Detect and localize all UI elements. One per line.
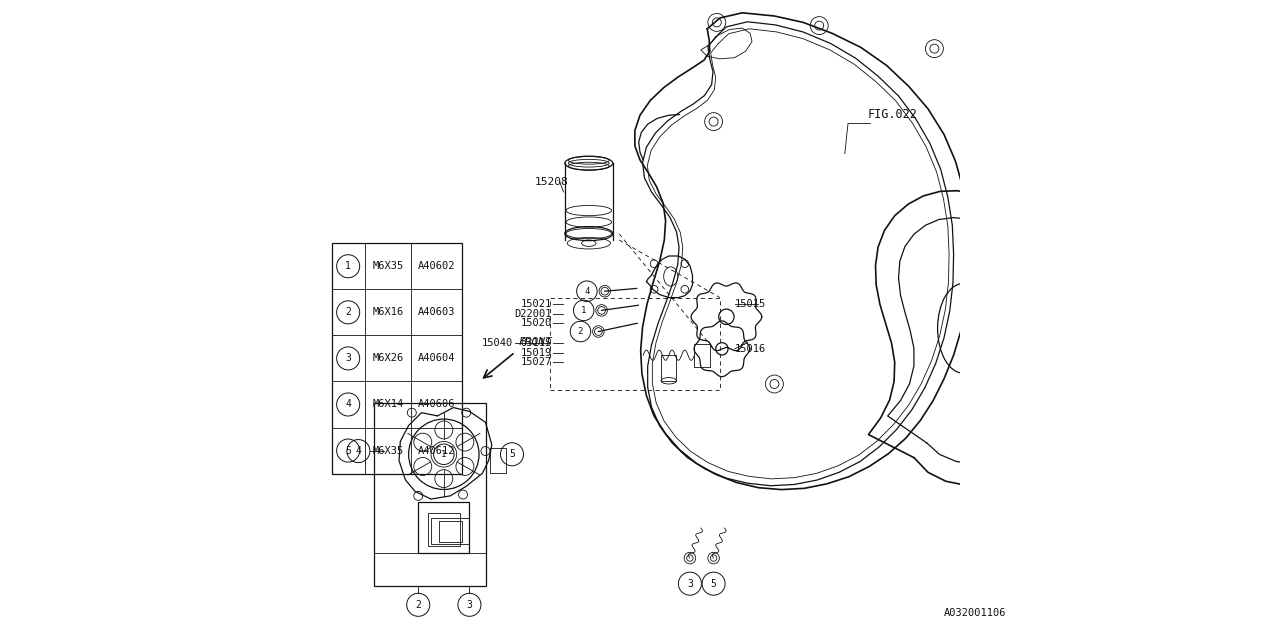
- Text: M6X14: M6X14: [372, 399, 403, 410]
- Bar: [490, 448, 506, 474]
- Text: 15016: 15016: [735, 344, 765, 354]
- Text: 3: 3: [687, 579, 692, 589]
- Bar: [431, 518, 470, 544]
- Bar: [332, 243, 462, 474]
- Text: M6X35: M6X35: [372, 261, 403, 271]
- Text: 5: 5: [346, 445, 351, 456]
- Text: 4: 4: [584, 287, 590, 296]
- Text: 15021: 15021: [521, 299, 552, 309]
- Bar: [695, 344, 710, 367]
- Text: M6X26: M6X26: [372, 353, 403, 364]
- Text: 3: 3: [466, 600, 472, 610]
- Text: FIG.022: FIG.022: [868, 108, 916, 122]
- Text: 15019: 15019: [521, 348, 552, 358]
- Text: 15040: 15040: [483, 338, 513, 348]
- Text: 5: 5: [509, 449, 515, 460]
- Text: 15208: 15208: [535, 177, 568, 188]
- Text: A40602: A40602: [417, 261, 456, 271]
- Text: D22001: D22001: [515, 308, 552, 319]
- Text: 4: 4: [356, 446, 361, 456]
- Text: 2: 2: [346, 307, 351, 317]
- Bar: [439, 522, 462, 542]
- Text: FRONT: FRONT: [518, 337, 552, 347]
- Text: 4: 4: [346, 399, 351, 410]
- Bar: [419, 502, 470, 554]
- Text: A032001106: A032001106: [945, 608, 1006, 618]
- Text: 2: 2: [415, 600, 421, 610]
- Bar: [374, 403, 486, 586]
- Bar: [662, 355, 677, 381]
- Bar: [428, 513, 460, 546]
- Text: 3: 3: [346, 353, 351, 364]
- Text: M6X35: M6X35: [372, 445, 403, 456]
- Text: A40603: A40603: [417, 307, 456, 317]
- Text: 0311S: 0311S: [521, 338, 552, 348]
- Text: 1: 1: [346, 261, 351, 271]
- Text: 1: 1: [442, 450, 447, 459]
- Text: 5: 5: [710, 579, 717, 589]
- Text: 15027: 15027: [521, 357, 552, 367]
- Text: A40606: A40606: [417, 399, 456, 410]
- Text: 2: 2: [577, 327, 584, 336]
- Text: 1: 1: [581, 306, 586, 315]
- Text: A40604: A40604: [417, 353, 456, 364]
- Text: 15020: 15020: [521, 318, 552, 328]
- Text: 15015: 15015: [735, 299, 765, 309]
- Text: A40612: A40612: [417, 445, 456, 456]
- Text: M6X16: M6X16: [372, 307, 403, 317]
